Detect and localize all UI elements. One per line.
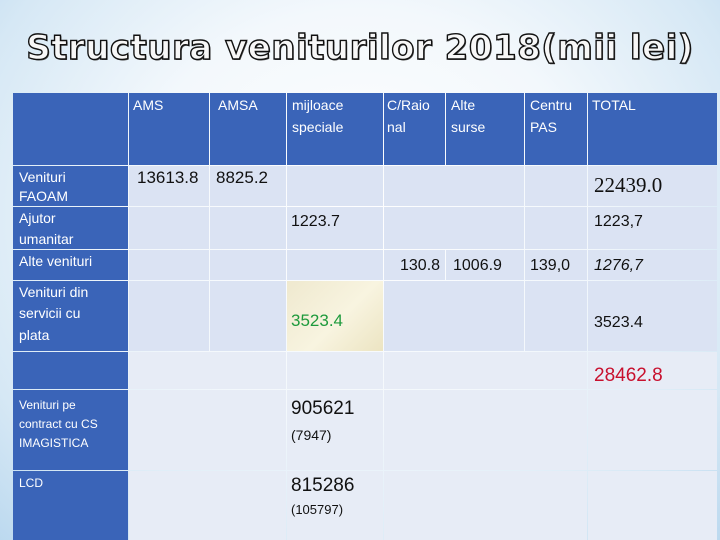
value-ajutor-ms: 1223.7: [291, 213, 340, 230]
header-craional-cell: [384, 93, 445, 165]
header-altesurse-l2: surse: [451, 119, 486, 135]
row-label-ajutor: Ajutor: [19, 210, 56, 226]
value-contract-ms-sub: (7947): [291, 427, 332, 443]
row-alte-craional-cell: [384, 250, 445, 280]
row-ajutor-pas-cell: [525, 207, 587, 249]
row-contract-craional-cell: [384, 390, 587, 470]
value-alte-surse: 1006.9: [453, 257, 502, 274]
row-contract-total-cell: [588, 390, 717, 470]
value-servicii-total: 3523.4: [594, 314, 643, 331]
row-label-faoam: FAOAM: [19, 188, 69, 204]
row-label-servicii-l3: plata: [19, 327, 50, 343]
header-amsa-cell: [210, 93, 286, 165]
value-faoam-ams: 13613.8: [137, 168, 199, 187]
row-alte-pas-cell: [525, 250, 587, 280]
value-lcd-ms-sub: (105797): [291, 502, 344, 517]
header-pas-l1: Centru: [530, 97, 573, 113]
row-servicii-amsa-cell: [210, 281, 286, 351]
value-contract-ms: 905621: [291, 398, 355, 419]
row-faoam-craional-cell: [384, 166, 524, 206]
row-faoam-ams-cell: [129, 166, 209, 206]
value-alte-craional: 130.8: [400, 257, 441, 274]
header-mijloace-cell: [287, 93, 383, 165]
row-servicii-label-cell: [13, 281, 128, 351]
value-servicii-ms: 3523.4: [291, 311, 343, 330]
row-total-ms-cell: [287, 352, 383, 389]
row-label-alte-venituri: Alte venituri: [19, 253, 93, 269]
value-faoam-amsa: 8825.2: [216, 168, 268, 187]
value-faoam-total: 22439.0: [594, 173, 663, 197]
header-corner-cell: [13, 93, 128, 165]
row-alte-total-cell: [588, 250, 717, 280]
row-faoam-pas-cell: [525, 166, 587, 206]
row-lcd-ms-cell: [287, 471, 383, 540]
header-amsa: AMSA: [218, 97, 258, 113]
row-total-ams-cell: [129, 352, 286, 389]
row-servicii-ams-cell: [129, 281, 209, 351]
slide-title: Structura veniturilor 2018(mii lei): [25, 27, 694, 68]
row-label-contract-l2: contract cu CS: [19, 417, 98, 431]
row-servicii-total-cell: [588, 281, 717, 351]
row-ajutor-craional-cell: [384, 207, 524, 249]
row-faoam-ms-cell: [287, 166, 383, 206]
row-faoam-total-cell: [588, 166, 717, 206]
row-ajutor-amsa-cell: [210, 207, 286, 249]
header-ams-cell: [129, 93, 209, 165]
row-ajutor-ams-cell: [129, 207, 209, 249]
row-alte-ms-cell: [287, 250, 383, 280]
row-faoam-label-cell: [13, 166, 128, 206]
row-lcd-ams-cell: [129, 471, 286, 540]
row-ajutor-total-cell: [588, 207, 717, 249]
row-total-label-cell: [13, 352, 128, 389]
row-label-contract-l1: Venituri pe: [19, 398, 76, 412]
header-altesurse-l1: Alte: [451, 97, 476, 113]
header-craional-l1: C/Raio: [387, 97, 430, 113]
header-ams: AMS: [133, 97, 164, 113]
header-pas-cell: [525, 93, 587, 165]
header-altesurse-cell: [446, 93, 524, 165]
row-label-umanitar: umanitar: [19, 231, 74, 247]
row-total-craional-cell: [384, 352, 587, 389]
row-lcd-craional-cell: [384, 471, 587, 540]
row-lcd-label-cell: [13, 471, 128, 540]
header-pas-l2: PAS: [530, 119, 557, 135]
value-ajutor-total: 1223,7: [594, 213, 643, 230]
value-alte-total: 1276,7: [594, 257, 643, 274]
value-grand-total: 28462.8: [594, 365, 663, 386]
row-label-servicii-l2: servicii cu: [19, 305, 81, 321]
header-total: TOTAL: [592, 97, 636, 113]
header-mijloace-l2: speciale: [292, 119, 344, 135]
header-craional-l2: nal: [387, 119, 406, 135]
row-alte-label-cell: [13, 250, 128, 280]
row-alte-ams-cell: [129, 250, 209, 280]
row-label-servicii-l1: Venituri din: [19, 284, 89, 300]
row-total-total-cell: [588, 352, 717, 389]
row-ajutor-label-cell: [13, 207, 128, 249]
row-contract-ms-cell: [287, 390, 383, 470]
value-lcd-ms: 815286: [291, 475, 355, 496]
row-alte-surse-cell: [446, 250, 524, 280]
header-mijloace-l1: mijloace: [292, 97, 344, 113]
value-alte-pas: 139,0: [530, 257, 571, 274]
row-servicii-pas-cell: [525, 281, 587, 351]
header-total-cell: [588, 93, 717, 165]
row-servicii-craional-cell: [384, 281, 524, 351]
row-contract-ams-cell: [129, 390, 286, 470]
row-ajutor-ms-cell: [287, 207, 383, 249]
row-servicii-ms-cell: [287, 281, 383, 351]
row-alte-amsa-cell: [210, 250, 286, 280]
row-label-venituri: Venituri: [19, 169, 66, 185]
row-faoam-amsa-cell: [210, 166, 286, 206]
row-label-contract-l3: IMAGISTICA: [19, 436, 89, 450]
row-contract-label-cell: [13, 390, 128, 470]
row-label-lcd: LCD: [19, 476, 44, 490]
row-lcd-total-cell: [588, 471, 717, 540]
